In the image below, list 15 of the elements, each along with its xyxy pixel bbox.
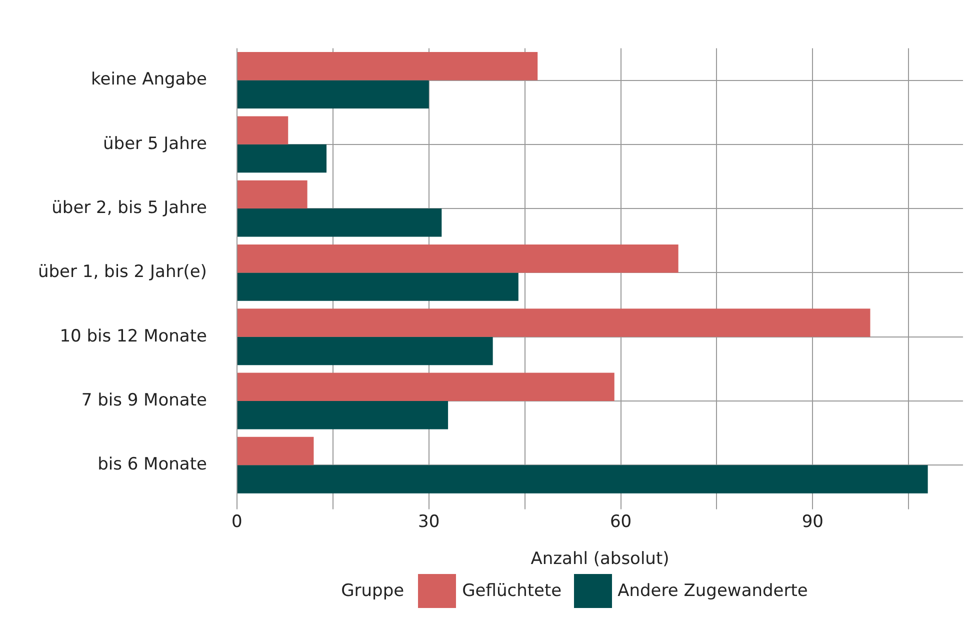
legend-title: Gruppe (341, 581, 404, 601)
x-tick-label: 0 (232, 512, 242, 532)
legend-label: Geflüchtete (462, 581, 562, 601)
y-tick-label: über 5 Jahre (103, 134, 207, 154)
y-tick-label: keine Angabe (91, 70, 207, 90)
x-axis-title: Anzahl (absolut) (530, 549, 670, 570)
y-tick-label: über 2, bis 5 Jahre (52, 198, 207, 218)
x-tick-label: 90 (802, 512, 824, 532)
y-tick-label: 10 bis 12 Monate (60, 326, 207, 346)
x-tick-label: 60 (610, 512, 632, 532)
y-tick-label: 7 bis 9 Monate (81, 390, 207, 410)
y-tick-label: über 1, bis 2 Jahr(e) (38, 262, 207, 282)
legend-label: Andere Zugewanderte (618, 581, 808, 601)
x-tick-label: 30 (418, 512, 440, 532)
y-tick-label: bis 6 Monate (98, 454, 207, 475)
